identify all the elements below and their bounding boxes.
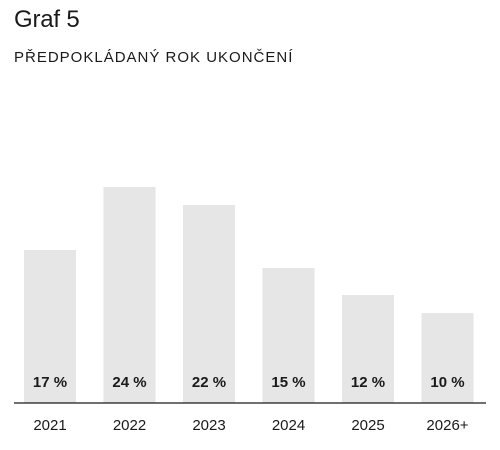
bar-2024	[262, 268, 315, 403]
bar-value-label: 12 %	[351, 374, 385, 391]
chart-subtitle: PŘEDPOKLÁDANÝ ROK UKONČENÍ	[14, 49, 294, 66]
bar-2026+	[421, 313, 474, 403]
x-tick-label: 2026+	[426, 417, 468, 434]
x-tick-label: 2022	[113, 417, 146, 434]
bar-value-label: 15 %	[271, 374, 305, 391]
bar-value-label: 10 %	[430, 374, 464, 391]
x-tick-label: 2024	[272, 417, 305, 434]
x-tick-label: 2023	[192, 417, 225, 434]
bar-value-label: 24 %	[112, 374, 146, 391]
x-tick-label: 2021	[33, 417, 66, 434]
bar-2025	[342, 295, 394, 403]
bar-2021	[24, 250, 76, 403]
chart-title: Graf 5	[14, 6, 80, 33]
bar-2022	[103, 187, 156, 403]
bar-2023	[183, 205, 235, 403]
x-tick-label: 2025	[351, 417, 384, 434]
bars-group: 17 % 24 % 22 % 15 % 12 % 10 %	[24, 187, 474, 403]
x-axis-ticks: 2021 2022 2023 2024 2025 2026+	[33, 417, 468, 434]
bar-value-label: 17 %	[33, 374, 67, 391]
bar-value-label: 22 %	[192, 374, 226, 391]
